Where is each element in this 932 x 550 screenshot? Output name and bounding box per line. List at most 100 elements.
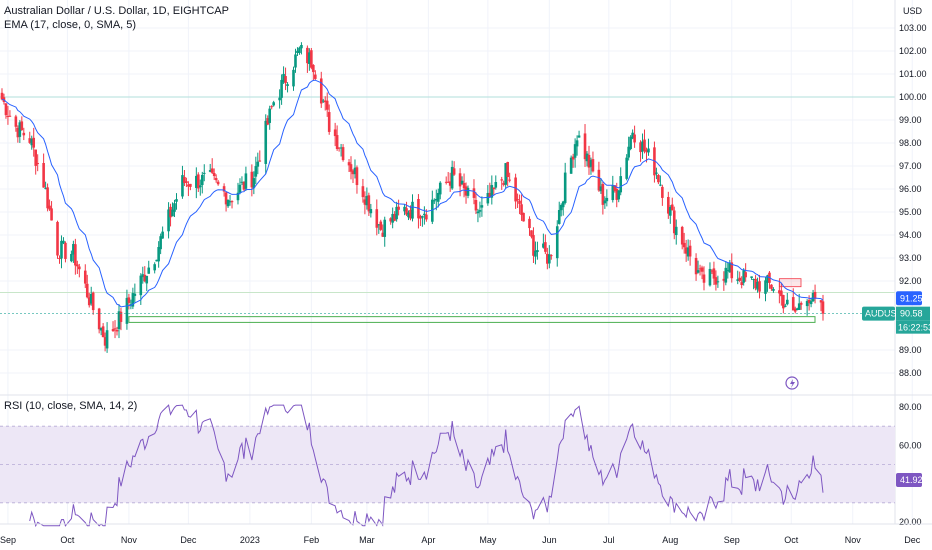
candle-body [258, 160, 262, 162]
ema-value-text: 91.25 [900, 293, 923, 303]
candle-body [780, 290, 783, 297]
candle-body [337, 147, 341, 149]
x-tick-label: Nov [845, 535, 862, 545]
candle-body [807, 299, 811, 303]
x-tick-label: Jun [542, 535, 557, 545]
candle-body [325, 100, 329, 110]
x-tick-label: Feb [304, 535, 320, 545]
candle-body [242, 181, 246, 190]
candle-body [770, 284, 773, 289]
candle-body [335, 135, 339, 149]
support-zone [128, 316, 816, 323]
ema-legend: EMA (17, close, 0, SMA, 5) [4, 19, 137, 31]
candle-body [772, 289, 775, 291]
candle-body [534, 250, 537, 257]
candle-body [530, 230, 533, 237]
candle-body [244, 173, 248, 189]
candle-body [811, 292, 815, 302]
candle-body [714, 277, 718, 285]
candle-body [167, 209, 170, 232]
candle-body [488, 192, 492, 198]
candle-body [559, 204, 563, 211]
lightning-icon [785, 376, 799, 390]
candle-body [740, 282, 743, 286]
ema-line [1, 79, 824, 308]
x-tick-label: Sep [724, 535, 740, 545]
candle-body [647, 148, 650, 153]
candle-body [500, 179, 504, 181]
candle-body [129, 304, 133, 306]
candle-body [85, 283, 89, 298]
y-tick-label: 97.00 [899, 161, 922, 171]
candle-body [105, 330, 109, 349]
candle-body [425, 214, 428, 220]
candle-body [36, 163, 39, 165]
candle-body [680, 226, 684, 245]
candle-body [758, 281, 761, 292]
candle-body [563, 172, 567, 203]
candle-body [395, 206, 398, 220]
candle-body [462, 183, 466, 189]
candle-body [625, 157, 628, 179]
x-tick-label: Dec [904, 535, 921, 545]
candle-body [433, 200, 436, 202]
x-tick-label: May [479, 535, 497, 545]
candle-body [58, 258, 61, 260]
candle-body [56, 221, 59, 256]
candle-body [181, 175, 184, 197]
candle-body [516, 199, 519, 201]
candle-body [353, 167, 357, 175]
candle-body [603, 200, 607, 204]
currency-label: USD [903, 6, 923, 16]
candle-body [450, 166, 454, 189]
candle-body [750, 276, 753, 278]
candle-body [101, 326, 105, 338]
y-tick-label: 92.00 [899, 276, 922, 286]
candle-body [627, 146, 630, 158]
candle-body [300, 44, 303, 49]
candle-body [78, 266, 81, 270]
candle-body [476, 211, 480, 214]
candle-body [797, 303, 801, 310]
candle-body [702, 274, 706, 283]
candle-body [520, 204, 523, 215]
candle-body [613, 185, 617, 191]
x-tick-label: Sep [0, 535, 16, 545]
candle-body [28, 138, 32, 143]
candle-body [684, 247, 688, 254]
candle-body [365, 196, 369, 206]
candle-body [339, 147, 343, 149]
candle-body [405, 208, 408, 215]
candle-body [601, 184, 605, 205]
candle-body [393, 214, 396, 221]
candle-body [195, 175, 198, 188]
candle-body [480, 205, 484, 208]
candle-body [573, 144, 577, 158]
candle-body [296, 50, 299, 53]
x-tick-label: Mar [359, 535, 375, 545]
candle-body [629, 136, 632, 150]
candle-body [347, 162, 351, 166]
candle-body [119, 311, 123, 322]
ema-value-badge [896, 291, 922, 306]
candle-body [728, 263, 732, 273]
candle-body [310, 50, 313, 68]
candle-body [381, 232, 385, 237]
candle-body [8, 115, 12, 117]
rsi-tick-label: 80.00 [899, 402, 922, 412]
candle-body [280, 79, 283, 98]
candle-body [631, 132, 634, 139]
candle-body [264, 120, 268, 164]
candle-body [50, 208, 53, 221]
candle-body [448, 181, 452, 186]
symbol-badge [862, 306, 895, 321]
candle-body [266, 118, 270, 125]
candle-body [502, 182, 506, 185]
candle-body [383, 219, 387, 237]
y-tick-label: 95.00 [899, 207, 922, 217]
candle-body [133, 293, 137, 296]
candle-body [375, 209, 379, 228]
candle-body [508, 179, 511, 181]
candle-body [452, 168, 456, 175]
